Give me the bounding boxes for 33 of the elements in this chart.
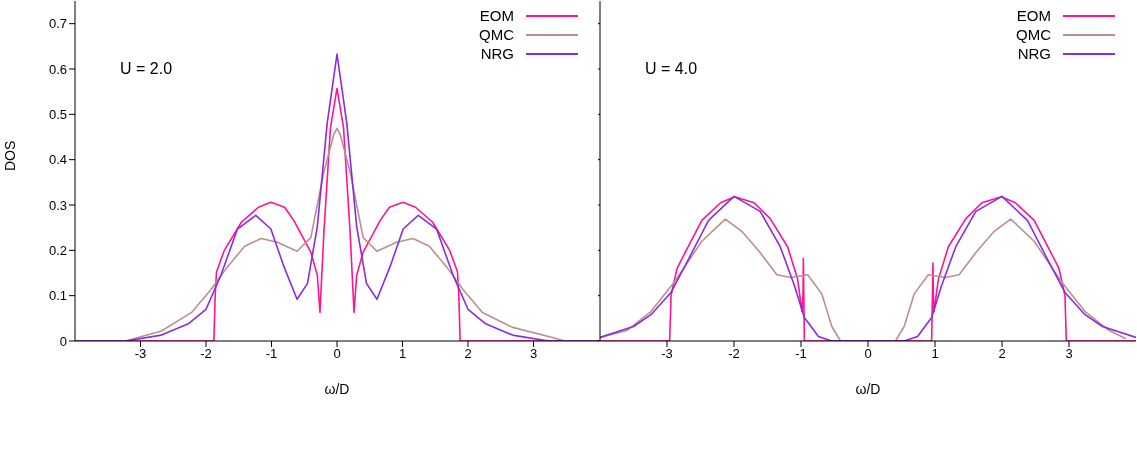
x-tick-label: -3 bbox=[134, 346, 147, 362]
legend-label: EOM bbox=[1016, 7, 1051, 24]
x-tick-label: 0 bbox=[333, 346, 341, 362]
x-axis-title: ω/D bbox=[855, 381, 881, 397]
legend-label: NRG bbox=[1017, 45, 1051, 62]
legend-label: EOM bbox=[479, 7, 514, 24]
x-tick-label: -1 bbox=[265, 346, 278, 362]
y-tick-label: 0.1 bbox=[48, 288, 67, 304]
x-tick-label: 2 bbox=[998, 346, 1006, 362]
annotation: U = 2.0 bbox=[120, 60, 173, 78]
x-tick-label: 1 bbox=[931, 346, 939, 362]
x-tick-label: 2 bbox=[464, 346, 472, 362]
x-tick-label: -3 bbox=[661, 346, 673, 362]
x-tick-label: -2 bbox=[728, 346, 740, 362]
x-tick-label: 3 bbox=[529, 346, 538, 362]
x-tick-label: -2 bbox=[200, 346, 212, 362]
x-tick-label: 3 bbox=[1065, 346, 1073, 362]
legend-label: QMC bbox=[1016, 26, 1051, 43]
y-tick-label: 0.6 bbox=[48, 61, 67, 77]
y-axis-title: DOS bbox=[1, 140, 18, 171]
x-tick-label: 0 bbox=[864, 346, 872, 362]
x-axis-title: ω/D bbox=[324, 381, 350, 397]
y-tick-label: 0.7 bbox=[48, 16, 67, 32]
y-tick-label: 0.3 bbox=[48, 197, 67, 213]
y-tick-label: 0 bbox=[59, 333, 67, 349]
x-tick-label: 1 bbox=[398, 346, 407, 362]
legend-label: QMC bbox=[479, 26, 514, 43]
legend-label: NRG bbox=[480, 45, 514, 62]
annotation: U = 4.0 bbox=[645, 60, 698, 78]
y-tick-label: 0.4 bbox=[48, 152, 67, 168]
y-tick-label: 0.2 bbox=[48, 242, 67, 258]
y-tick-label: 0.5 bbox=[48, 106, 67, 122]
x-tick-label: -1 bbox=[795, 346, 807, 362]
